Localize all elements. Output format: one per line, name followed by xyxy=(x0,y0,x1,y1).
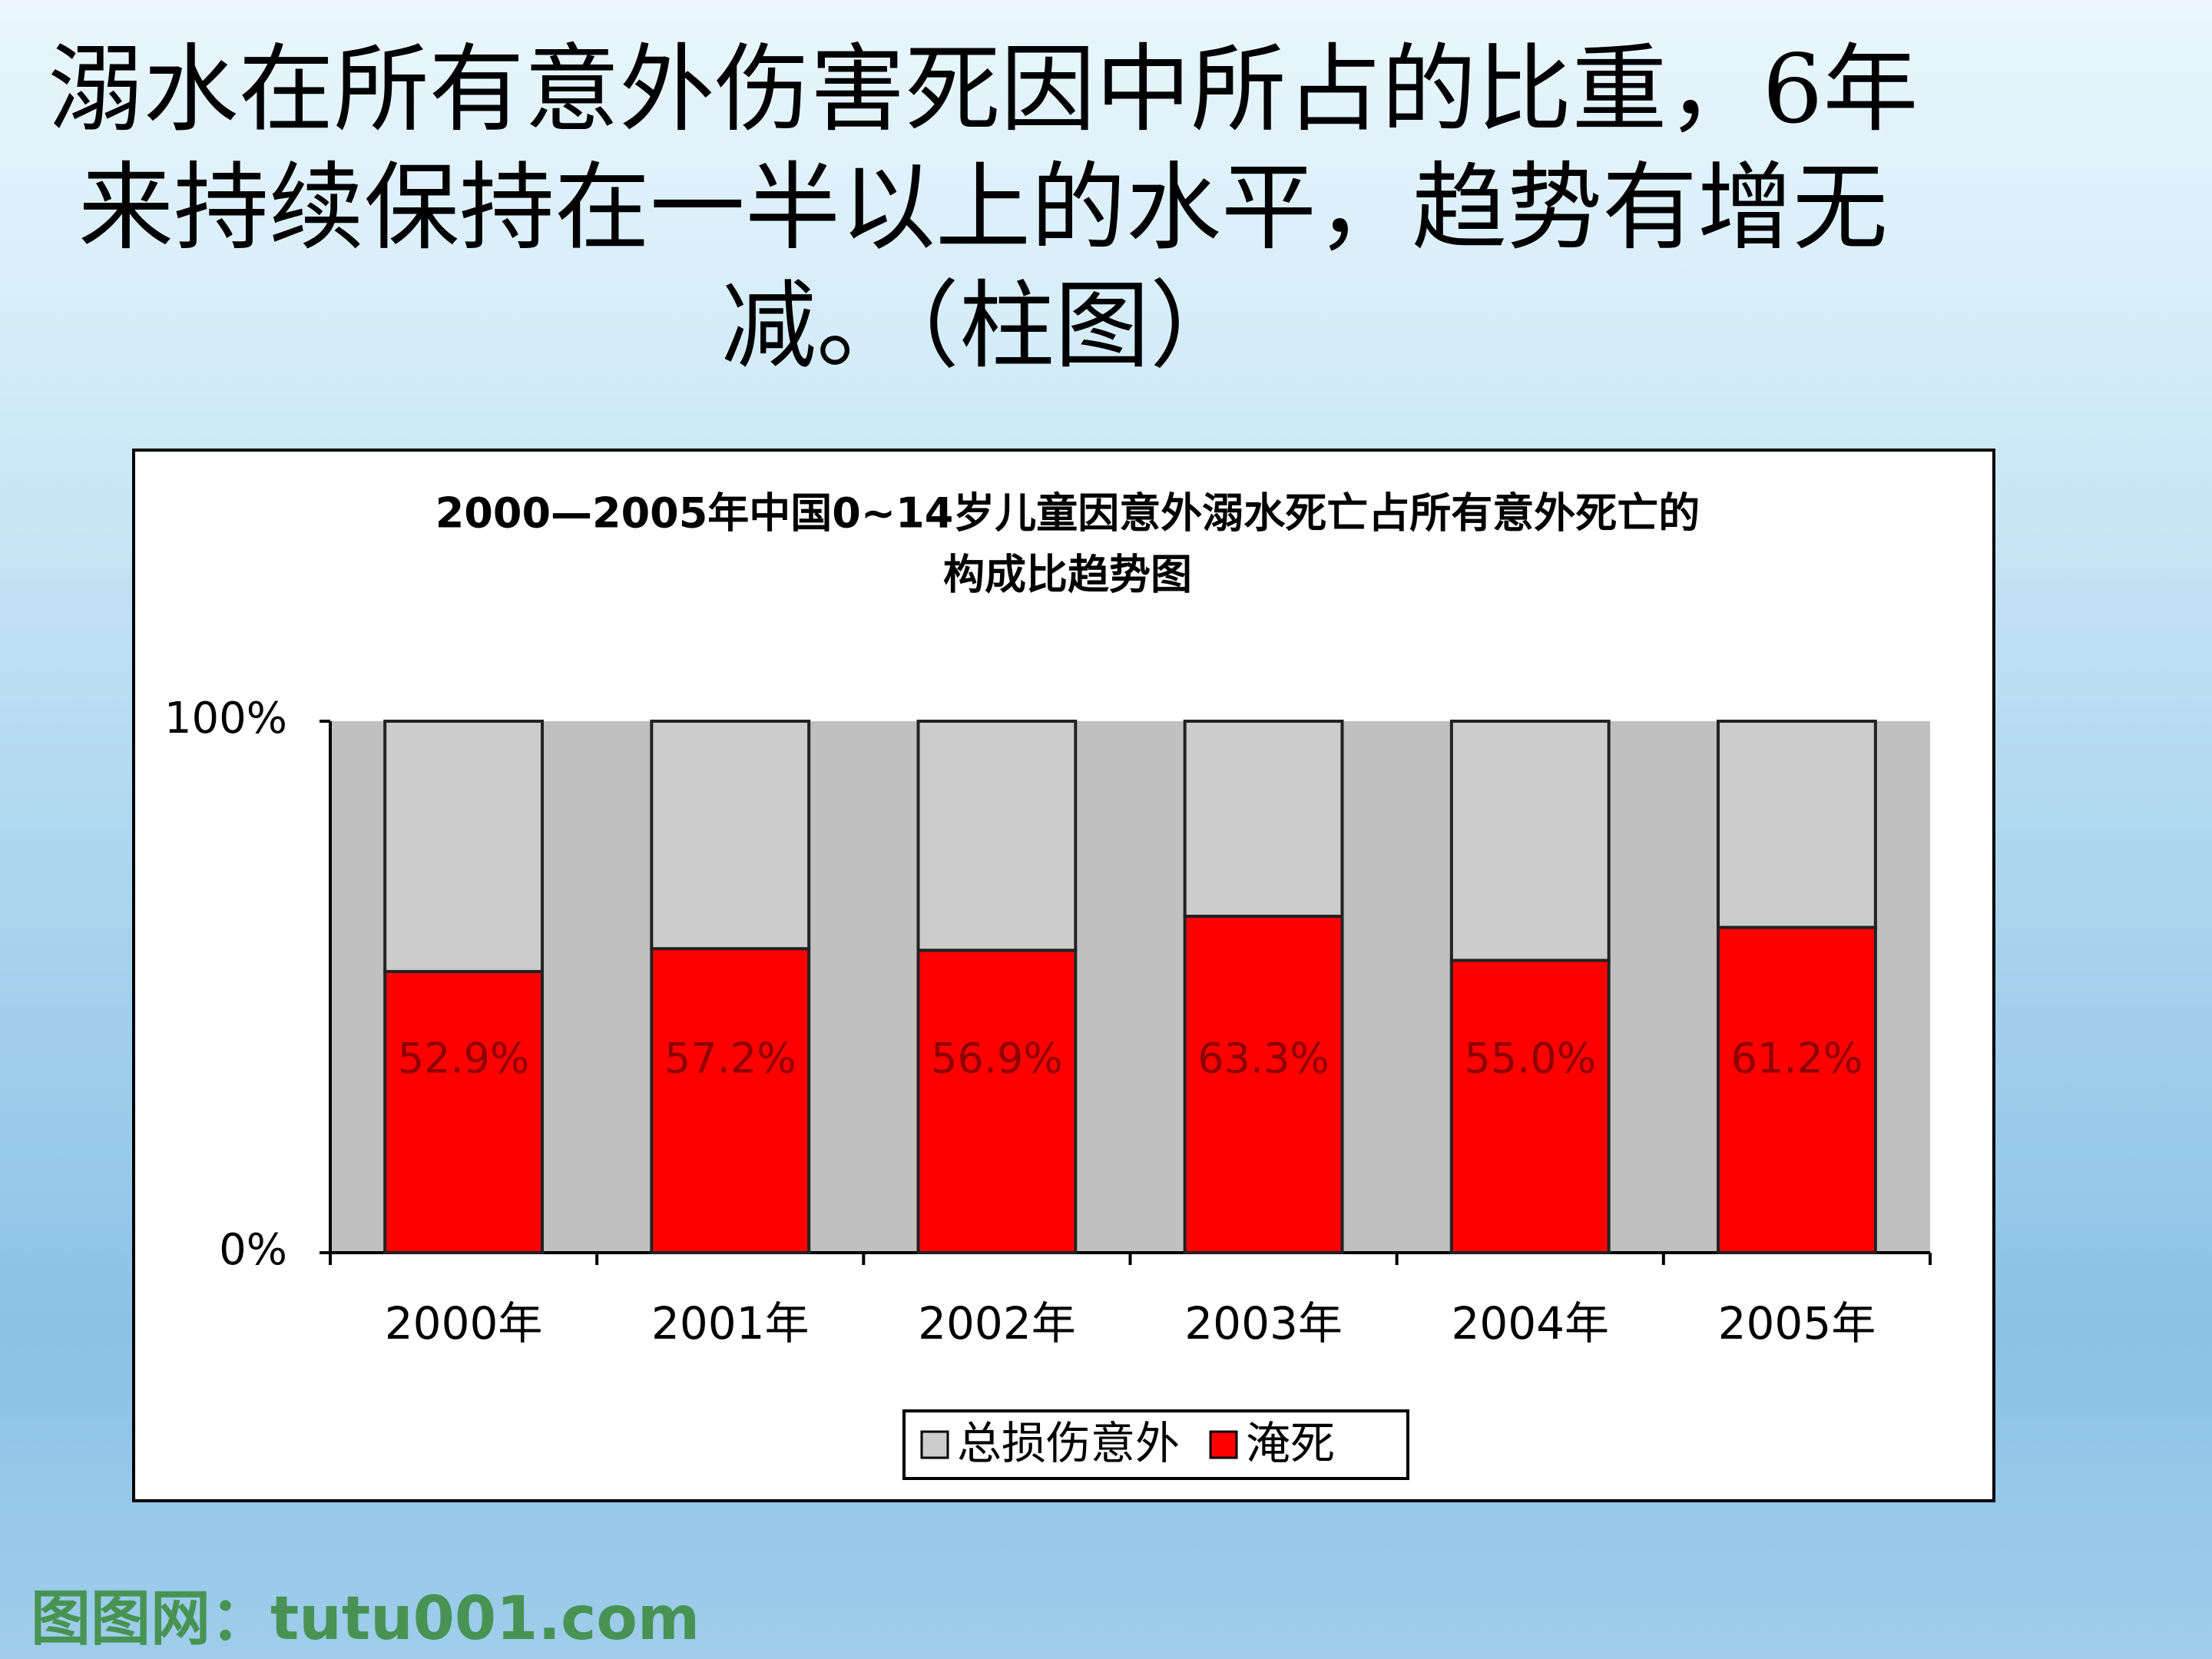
chart-title: 2000—2005年中国0~14岁儿童因意外溺水死亡占所有意外死亡的 xyxy=(435,489,1700,538)
x-tick-label: 2001年 xyxy=(651,1297,810,1349)
value-label: 61.2% xyxy=(1731,1035,1863,1083)
value-label: 56.9% xyxy=(931,1035,1063,1083)
bar-segment xyxy=(1717,926,1877,1254)
value-label: 57.2% xyxy=(664,1035,796,1083)
bar-segment xyxy=(383,720,544,973)
y-tick-label: 0% xyxy=(219,1225,287,1275)
bar-segment xyxy=(1717,720,1877,929)
legend-swatch xyxy=(1209,1430,1238,1459)
slide-title-line: 来持续保持在一半以上的水平，趋势有增无 xyxy=(78,153,1888,263)
bar-segment xyxy=(1183,914,1344,1254)
y-tick-label: 100% xyxy=(164,694,287,743)
watermark: 图图网：tutu001.com xyxy=(31,1584,700,1654)
bar-segment xyxy=(650,947,811,1255)
legend-label: 淹死 xyxy=(1246,1417,1335,1469)
bar-segment xyxy=(383,969,544,1254)
value-label: 55.0% xyxy=(1464,1035,1596,1083)
bar-segment xyxy=(1449,959,1611,1255)
slide-title-line: 溺水在所有意外伤害死因中所占的比重，6年 xyxy=(48,35,1919,145)
legend-swatch xyxy=(920,1430,949,1459)
chart-title: 构成比趋势图 xyxy=(943,551,1192,599)
slide-title-line: 减。（柱图） xyxy=(720,271,1245,382)
value-label: 52.9% xyxy=(398,1035,530,1083)
x-tick-label: 2000年 xyxy=(385,1297,543,1349)
value-label: 63.3% xyxy=(1197,1035,1330,1083)
slide-title: 溺水在所有意外伤害死因中所占的比重，6年 来持续保持在一半以上的水平，趋势有增无减… xyxy=(0,31,1966,386)
bar-segment xyxy=(1183,720,1344,918)
legend-label: 总损伤意外 xyxy=(957,1417,1180,1469)
x-tick-label: 2003年 xyxy=(1184,1297,1343,1349)
bar-segment xyxy=(1449,720,1611,962)
bar-segment xyxy=(916,720,1078,952)
bar-segment xyxy=(916,949,1078,1254)
x-tick-label: 2004年 xyxy=(1451,1297,1609,1349)
legend-box xyxy=(902,1409,1409,1480)
x-tick-label: 2005年 xyxy=(1718,1297,1876,1349)
x-tick-label: 2002年 xyxy=(918,1297,1076,1349)
bar-segment xyxy=(650,720,811,951)
plot-area xyxy=(330,721,1930,1253)
